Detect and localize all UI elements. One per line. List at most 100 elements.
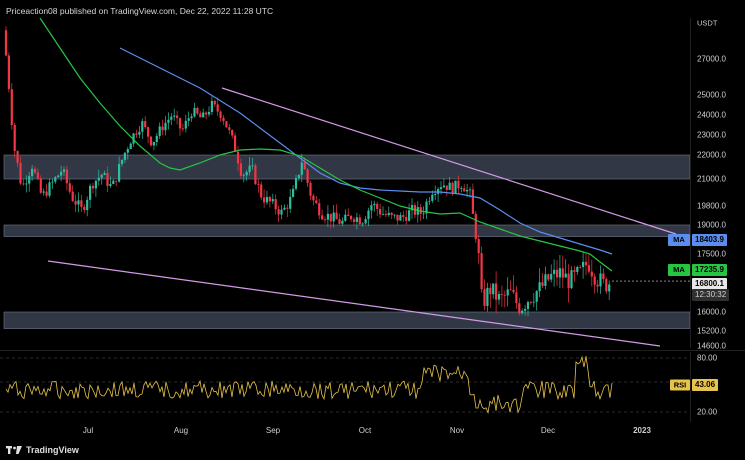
time-label: 2023 <box>633 426 651 435</box>
candle <box>515 292 518 304</box>
candle <box>315 200 318 204</box>
candle <box>379 208 382 215</box>
candle <box>410 205 414 211</box>
candle <box>60 171 63 176</box>
candle <box>352 219 356 222</box>
pane-separator[interactable] <box>0 350 745 351</box>
candle <box>31 168 34 177</box>
candle <box>149 136 153 146</box>
candle <box>553 269 556 274</box>
candle <box>219 111 222 118</box>
rsi-canvas[interactable] <box>0 352 690 422</box>
candle <box>16 151 19 163</box>
candle <box>347 214 350 216</box>
candle <box>83 206 86 211</box>
candle <box>129 143 132 150</box>
candle <box>45 191 48 196</box>
candle <box>65 169 68 184</box>
candle <box>213 100 216 105</box>
candle <box>254 165 257 185</box>
rsi-tick: 80.00 <box>697 353 718 363</box>
candle <box>355 217 358 222</box>
candle <box>178 118 182 129</box>
candle <box>599 273 602 287</box>
candle <box>460 188 463 190</box>
footer-brand[interactable]: TradingView <box>6 445 79 455</box>
candle <box>265 196 269 203</box>
candle <box>596 284 599 287</box>
candle <box>402 215 405 217</box>
candle <box>573 270 576 272</box>
candle <box>468 189 472 191</box>
candle <box>97 177 100 181</box>
candle <box>579 266 582 268</box>
candle <box>434 193 437 195</box>
candle <box>567 273 570 289</box>
rsi-axis[interactable]: 80.00 43.06 20.00 <box>690 352 745 422</box>
candle <box>283 207 286 210</box>
candle <box>555 269 559 278</box>
candle <box>593 276 596 285</box>
candle <box>109 183 112 186</box>
candle <box>561 268 564 278</box>
ma-green-tag: MA <box>668 264 690 276</box>
price-tick: 27000.0 <box>697 54 726 64</box>
candle <box>582 261 585 268</box>
candle <box>245 172 248 176</box>
time-label: Jul <box>82 426 94 435</box>
candle <box>234 135 237 152</box>
candle <box>210 100 213 112</box>
candle <box>138 131 141 135</box>
candle <box>196 107 199 114</box>
price-tick: 25000.0 <box>697 90 726 100</box>
candle <box>350 215 353 220</box>
candle <box>228 127 231 131</box>
candle <box>54 177 57 182</box>
candle <box>457 180 460 189</box>
price-chart-pane[interactable] <box>0 18 690 348</box>
candle <box>274 199 277 210</box>
candle <box>167 119 170 123</box>
candle <box>33 168 37 173</box>
candle <box>190 116 193 119</box>
zone-band <box>3 224 690 237</box>
candle <box>474 213 477 240</box>
candle <box>451 182 454 194</box>
candle <box>135 133 138 135</box>
candle <box>338 219 341 224</box>
candle <box>535 291 538 302</box>
candle <box>521 310 524 314</box>
time-axis[interactable]: Jul Aug Sep Oct Nov Dec 2023 <box>0 422 690 440</box>
candle <box>509 289 512 291</box>
candle <box>170 116 173 120</box>
candle <box>112 180 115 184</box>
price-axis[interactable]: USDT 27000.0 25000.0 24000.0 23000.0 220… <box>690 18 745 351</box>
candle <box>115 180 118 182</box>
price-chart-canvas[interactable] <box>0 18 690 348</box>
candle <box>442 185 445 188</box>
candle <box>277 209 280 215</box>
candle <box>263 197 266 203</box>
candle <box>306 169 309 183</box>
candle <box>294 177 298 189</box>
candle <box>300 162 303 175</box>
price-tick: 19800.0 <box>697 201 726 211</box>
candle <box>341 220 344 224</box>
candle <box>303 162 306 170</box>
rsi-pane[interactable]: RSI <box>0 352 690 422</box>
candle <box>231 130 234 136</box>
candle <box>454 180 457 194</box>
candle <box>126 149 129 153</box>
candle <box>387 212 390 216</box>
candle <box>384 214 387 216</box>
last-price-badge: 16800.1 <box>692 278 727 290</box>
price-tick: 24000.0 <box>697 110 726 120</box>
candle <box>4 30 8 56</box>
candle <box>524 308 527 311</box>
candle <box>62 169 66 172</box>
candle <box>225 121 228 128</box>
time-label: Nov <box>449 426 465 435</box>
candle <box>158 126 161 136</box>
candle <box>477 239 480 254</box>
candle <box>321 215 324 220</box>
